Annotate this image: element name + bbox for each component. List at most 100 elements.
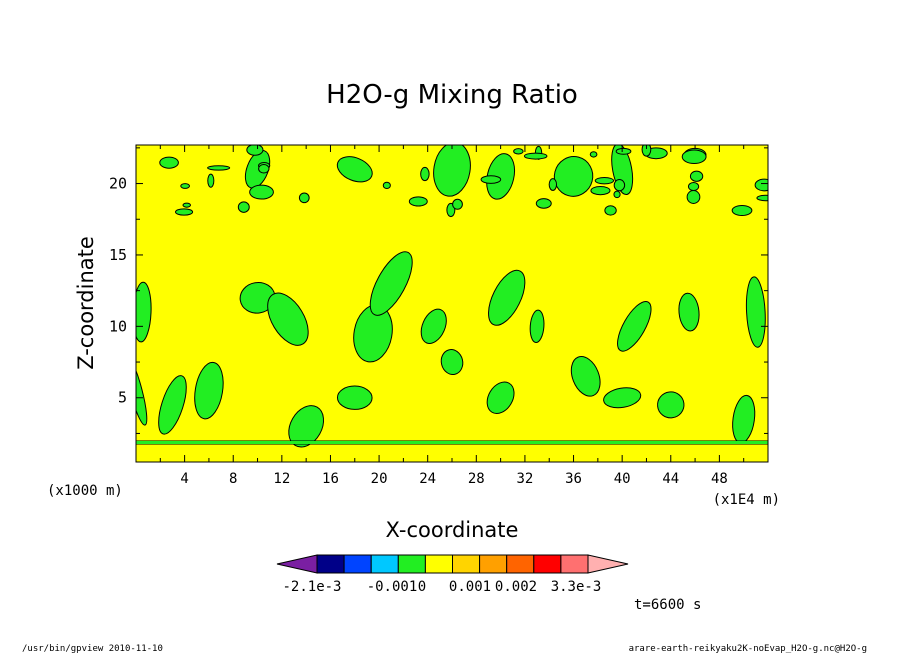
contour-region xyxy=(237,201,250,213)
colorbar-label: -2.1e-3 xyxy=(282,579,341,595)
contour-region xyxy=(480,175,502,184)
contour-region xyxy=(382,181,391,190)
y-unit-label: (x1000 m) xyxy=(47,483,123,499)
x-tick-label: 8 xyxy=(229,471,237,487)
colorbar-box xyxy=(343,554,372,574)
y-tick-label: 15 xyxy=(109,246,127,264)
contour-region xyxy=(513,148,524,155)
colorbar-box xyxy=(424,554,453,574)
contour-region xyxy=(246,145,264,156)
footer-left: /usr/bin/gpview 2010-11-10 xyxy=(22,644,163,654)
contour-region xyxy=(258,163,270,174)
surface-band xyxy=(136,440,768,445)
x-tick-label: 36 xyxy=(565,471,582,487)
contour-region xyxy=(136,281,152,343)
x-tick-label: 4 xyxy=(180,471,188,487)
contour-region xyxy=(756,194,768,202)
chart-title: H2O-g Mixing Ratio xyxy=(326,80,578,110)
contour-region xyxy=(689,170,704,182)
colorbar-box xyxy=(452,554,481,574)
contour-region xyxy=(298,192,310,204)
colorbar-label: 0.002 xyxy=(495,579,537,595)
x-unit-label: (x1E4 m) xyxy=(713,492,780,508)
x-tick-label: 28 xyxy=(468,471,485,487)
contour-region xyxy=(613,190,621,199)
contour-region xyxy=(433,145,471,197)
colorbar-over xyxy=(587,554,629,574)
contour-region xyxy=(529,309,545,344)
colorbar-box xyxy=(533,554,562,574)
colorbar-box xyxy=(560,554,589,574)
contour-region xyxy=(488,269,526,326)
contour-region xyxy=(194,361,224,420)
colorbar-box xyxy=(479,554,508,574)
colorbar xyxy=(276,554,629,574)
contour-region xyxy=(158,375,187,435)
x-tick-label: 48 xyxy=(711,471,728,487)
contour-region xyxy=(594,176,615,185)
contour-region xyxy=(486,381,515,414)
y-tick-label: 20 xyxy=(109,175,127,193)
contour-region xyxy=(615,147,632,155)
contour-region xyxy=(175,208,194,216)
y-axis-label: Z-coordinate xyxy=(74,236,98,370)
contour-region xyxy=(687,181,700,192)
contour-region xyxy=(408,196,428,207)
footer-right: arare-earth-reikyaku2K-noEvap_H2O-g.nc@H… xyxy=(629,644,867,654)
y-tick-label: 10 xyxy=(109,317,127,335)
contour-region xyxy=(617,300,652,352)
x-tick-label: 20 xyxy=(371,471,388,487)
contour-region xyxy=(589,151,598,158)
contour-region xyxy=(570,356,601,397)
x-tick-label: 40 xyxy=(614,471,631,487)
contour-region xyxy=(159,156,179,169)
contour-region xyxy=(452,198,463,210)
y-tick-label: 5 xyxy=(118,389,127,407)
x-tick-label: 44 xyxy=(662,471,679,487)
contour-region xyxy=(754,178,768,192)
contour-region xyxy=(336,385,373,410)
colorbar-label: 0.001 xyxy=(449,579,491,595)
colorbar-box xyxy=(397,554,426,574)
contour-region xyxy=(249,184,274,200)
contour-region xyxy=(657,391,685,419)
contour-region xyxy=(745,276,766,348)
contour-region xyxy=(604,205,617,216)
contour-region xyxy=(420,166,430,182)
contour-region xyxy=(603,387,642,409)
contour-region xyxy=(731,204,753,216)
colorbar-label: -0.001 xyxy=(367,579,418,595)
colorbar-label: 0 xyxy=(418,579,426,595)
x-tick-label: 16 xyxy=(322,471,339,487)
contour-region xyxy=(553,156,594,197)
x-axis-label: X-coordinate xyxy=(386,518,519,542)
contour-region xyxy=(681,149,707,165)
colorbar-box xyxy=(370,554,399,574)
contour-region xyxy=(369,251,413,316)
contour-region xyxy=(336,156,373,183)
x-tick-label: 24 xyxy=(419,471,436,487)
contour-region xyxy=(207,165,231,171)
contour-region xyxy=(486,153,516,200)
contour-region xyxy=(288,405,325,448)
colorbar-box xyxy=(506,554,535,574)
contour-region xyxy=(180,183,191,189)
time-label: t=6600 s xyxy=(634,597,701,613)
x-tick-label: 12 xyxy=(273,471,290,487)
x-tick-label: 32 xyxy=(516,471,533,487)
colorbar-label: 3.3e-3 xyxy=(551,579,602,595)
contour-region xyxy=(523,152,548,160)
colorbar-box xyxy=(316,554,345,574)
plot-area xyxy=(135,144,769,463)
contour-region xyxy=(641,145,652,157)
contour-region xyxy=(440,349,464,376)
contour-region xyxy=(244,149,271,189)
contour-region xyxy=(207,173,215,188)
contour-region xyxy=(548,178,558,191)
colorbar-under xyxy=(276,554,318,574)
contour-region xyxy=(678,292,700,332)
contour-region xyxy=(590,185,611,196)
contour-region xyxy=(535,198,552,209)
contour-region xyxy=(182,202,191,208)
